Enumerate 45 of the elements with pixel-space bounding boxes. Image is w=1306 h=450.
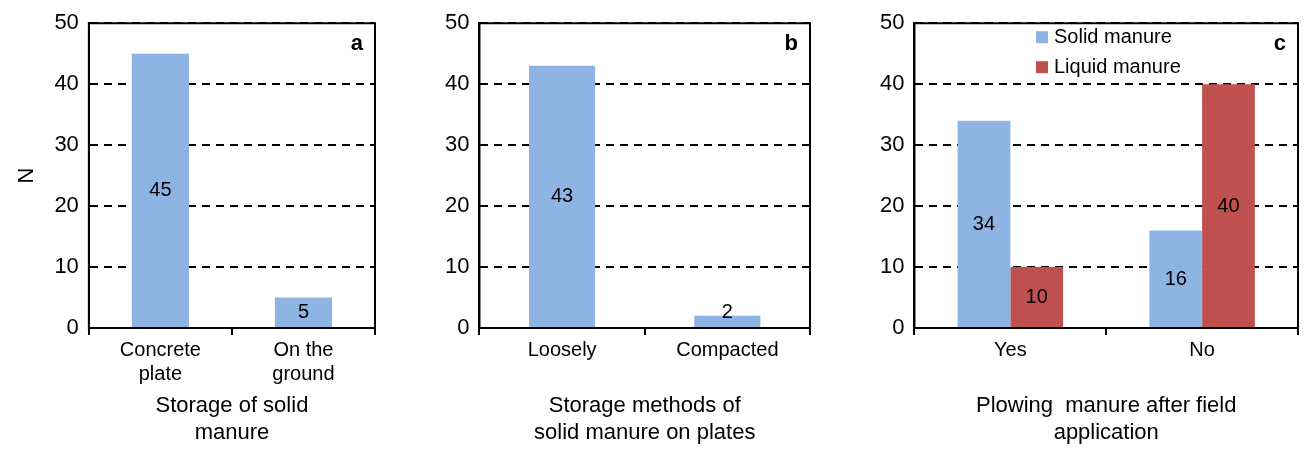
bar <box>1202 84 1255 327</box>
data-label: 45 <box>149 178 172 201</box>
data-label: 16 <box>1164 266 1187 289</box>
y-tick-label: 40 <box>444 70 470 96</box>
y-axis-title: N <box>13 167 39 184</box>
y-tick-label: 10 <box>879 253 905 279</box>
y-tick-label: 10 <box>54 253 79 279</box>
y-tick-label: 20 <box>879 192 905 218</box>
annotation: b <box>784 30 798 56</box>
x-axis-title: Storage of solid manure <box>155 392 309 444</box>
x-axis-title: Storage methods of solid manure on plates <box>534 392 756 444</box>
y-tick-label: 50 <box>54 9 79 35</box>
x-tick-label: No <box>1189 337 1215 360</box>
x-tick-label: Concrete plate <box>119 337 201 384</box>
legend-label: Liquid manure <box>1054 54 1181 77</box>
x-tick-label: Compacted <box>676 337 779 360</box>
bar <box>1010 267 1064 327</box>
bar <box>1149 230 1203 327</box>
y-tick-label: 30 <box>879 131 905 157</box>
y-tick-label: 40 <box>879 70 905 96</box>
y-tick-label: 50 <box>444 9 470 35</box>
y-tick-label: 30 <box>444 131 470 157</box>
annotation: a <box>350 30 364 56</box>
y-tick-label: 0 <box>66 314 79 340</box>
data-label: 40 <box>1217 193 1240 216</box>
data-label: 2 <box>721 299 733 322</box>
x-tick-label: Loosely <box>527 337 597 360</box>
data-label: 5 <box>297 299 310 322</box>
y-tick-label: 40 <box>54 70 79 96</box>
y-tick-label: 20 <box>54 192 79 218</box>
data-label: 34 <box>972 211 996 234</box>
data-label: 43 <box>550 184 574 207</box>
x-axis-title: Plowing manure after field application <box>976 392 1237 444</box>
y-tick-label: 30 <box>54 131 79 157</box>
y-tick-label: 50 <box>879 9 905 35</box>
bar <box>957 120 1011 327</box>
legend-label: Solid manure <box>1054 24 1172 47</box>
x-tick-label: On the ground <box>272 337 335 384</box>
data-label: 10 <box>1025 285 1048 308</box>
y-tick-label: 20 <box>444 192 470 218</box>
y-tick-label: 0 <box>457 314 470 340</box>
x-tick-label: Yes <box>994 337 1027 360</box>
annotation: c <box>1273 30 1286 56</box>
y-tick-label: 10 <box>444 253 470 279</box>
y-tick-label: 0 <box>892 314 905 340</box>
